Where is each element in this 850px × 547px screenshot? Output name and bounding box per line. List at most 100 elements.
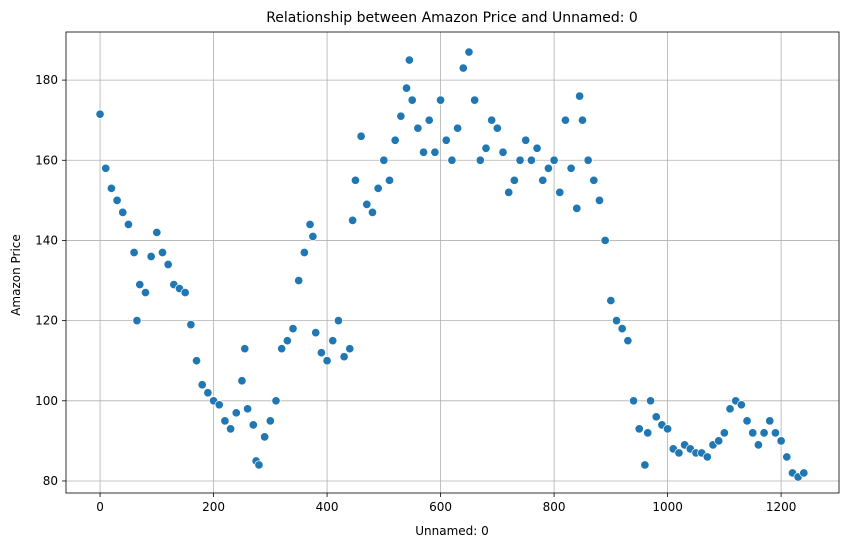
data-point [333,316,343,326]
data-point [441,135,451,145]
x-tick-label: 1000 [652,500,683,514]
data-point [407,95,417,105]
data-point [651,412,661,422]
data-point [106,183,116,193]
data-point [575,91,585,101]
data-point [765,416,775,426]
data-point [643,428,653,438]
plot-frame [65,31,840,494]
y-tick-label: 100 [35,394,58,408]
data-point [504,187,514,197]
data-point [404,55,414,65]
y-axis-label: Amazon Price [9,234,23,316]
grid-lines [66,32,839,493]
data-point [532,143,542,153]
data-point [322,356,332,366]
x-axis-ticks: 0 200 400 600 800 1000 1200 [96,493,796,514]
data-point [226,424,236,434]
data-point [748,428,758,438]
data-point [384,175,395,185]
data-point [600,235,610,246]
data-point [112,195,122,205]
data-point [475,155,485,165]
data-point [123,219,133,229]
y-tick-label: 180 [35,73,58,87]
data-point [345,344,355,354]
data-point [555,187,565,197]
y-tick-label: 120 [35,314,58,328]
data-point [714,436,724,446]
data-point [770,428,780,438]
data-point [240,344,250,354]
data-point [572,203,582,213]
data-point [362,199,372,209]
x-tick-label: 800 [543,500,566,514]
data-point [101,163,111,173]
data-point [623,336,633,346]
data-point [628,396,639,406]
x-axis-label: Unnamed: 0 [415,524,489,538]
data-point [288,324,298,334]
data-point [350,175,360,185]
data-point [243,404,253,414]
data-point [294,275,304,286]
data-point [260,432,270,442]
data-point [549,155,559,165]
data-point [118,207,128,217]
data-point [367,207,378,217]
data-point [577,115,588,125]
data-point [248,420,258,430]
data-point [348,215,358,225]
data-point [611,316,622,326]
x-tick-label: 400 [316,500,339,514]
data-point [663,424,673,434]
data-point [152,227,162,237]
data-point [538,175,548,185]
data-point [759,428,769,438]
data-point [776,436,786,446]
data-points [95,47,809,482]
x-tick-label: 600 [429,500,452,514]
data-point [515,155,525,165]
data-point [617,324,627,334]
data-point [543,163,553,173]
data-point [186,320,196,330]
chart-title: Relationship between Amazon Price and Un… [266,10,638,26]
data-point [305,219,315,229]
plot-area [66,32,839,493]
data-point [95,109,105,119]
data-point [308,231,318,241]
data-point [702,452,712,462]
data-point [129,247,139,258]
data-point [424,115,434,125]
data-point [396,111,406,121]
data-point [470,95,480,105]
data-point [606,296,616,306]
data-point [237,376,247,386]
data-point [146,251,156,262]
data-point [492,123,502,133]
data-point [163,259,173,270]
data-point [231,408,241,418]
data-point [447,155,457,165]
data-point [583,155,593,165]
data-point [328,336,338,346]
data-point [725,404,735,414]
data-point [191,356,202,366]
data-point [157,247,168,258]
data-point [464,47,474,57]
data-point [316,348,326,358]
data-point [436,95,446,105]
data-point [180,288,190,298]
data-point [674,448,684,458]
data-point [373,183,383,193]
data-point [413,123,423,133]
data-point [509,175,519,185]
data-point [640,460,650,470]
data-point [566,163,576,173]
y-axis-ticks: 80 100 120 140 160 180 [35,73,66,488]
x-tick-label: 0 [96,500,104,514]
data-point [736,400,746,410]
data-point [487,115,497,125]
